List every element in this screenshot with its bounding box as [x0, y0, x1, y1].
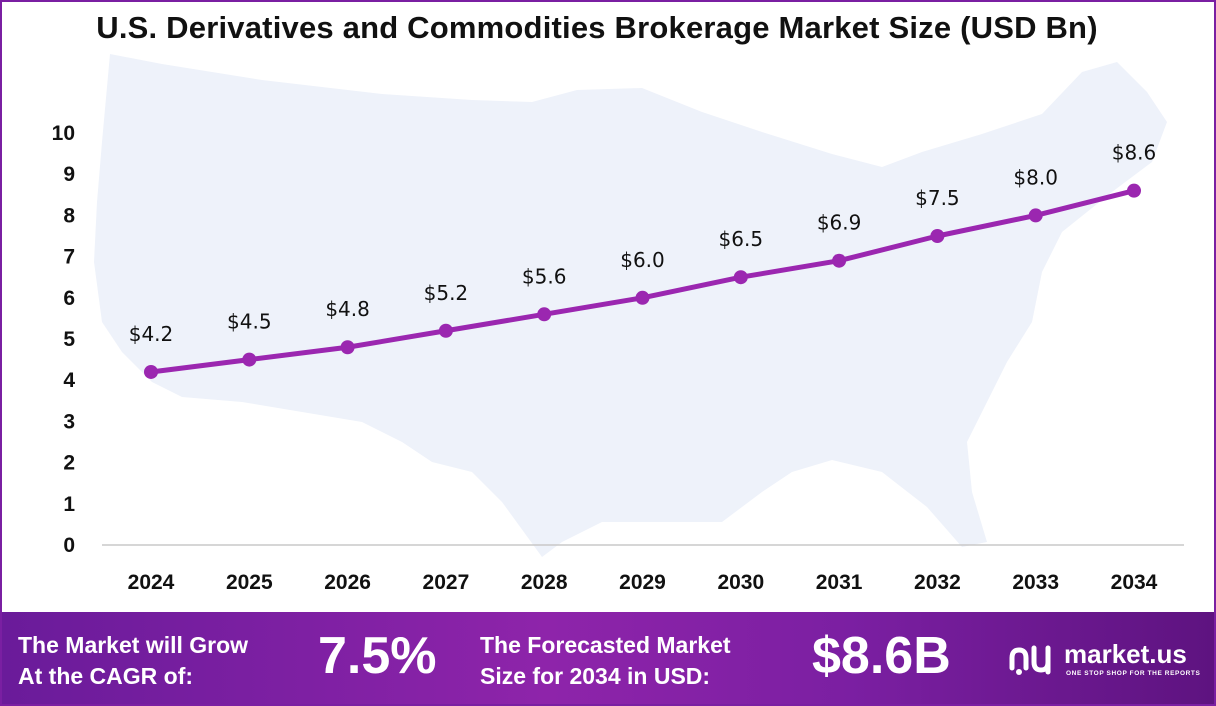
y-tick-label: 0 [63, 534, 75, 557]
data-label: $4.8 [325, 297, 370, 321]
forecast-caption: The Forecasted Market Size for 2034 in U… [480, 630, 731, 692]
data-label: $4.5 [227, 310, 272, 334]
data-label: $6.5 [719, 227, 764, 251]
data-point [1127, 183, 1141, 198]
data-point [242, 352, 257, 367]
x-tick-label: 2033 [1012, 571, 1059, 594]
x-tick-label: 2031 [816, 571, 863, 594]
x-tick-label: 2030 [717, 571, 764, 594]
cagr-caption-line2: At the CAGR of: [18, 663, 194, 689]
y-tick-label: 2 [63, 452, 75, 475]
y-tick-label: 8 [63, 204, 75, 227]
x-tick-label: 2027 [423, 571, 470, 594]
data-label: $6.9 [817, 211, 862, 235]
x-tick-label: 2026 [324, 571, 371, 594]
data-label: $5.6 [522, 264, 567, 288]
data-label: $8.6 [1112, 141, 1157, 165]
data-point [1028, 208, 1043, 223]
data-point [438, 323, 453, 338]
footer-banner: The Market will Grow At the CAGR of: 7.5… [2, 612, 1214, 704]
x-tick-label: 2029 [619, 571, 666, 594]
x-tick-label: 2024 [128, 571, 175, 594]
forecast-caption-line2: Size for 2034 in USD: [480, 663, 711, 689]
y-tick-label: 4 [63, 369, 75, 392]
x-tick-label: 2032 [914, 571, 961, 594]
x-tick-label: 2028 [521, 571, 568, 594]
y-tick-label: 6 [63, 287, 75, 310]
line-chart: 0 1 2 3 4 5 6 7 8 9 10 2024 2025 2026 2027 2028 2029 2030… [52, 54, 1184, 594]
data-point [832, 253, 847, 268]
data-point [930, 229, 945, 243]
data-point [537, 307, 552, 322]
data-label: $5.2 [424, 281, 469, 305]
forecast-value: $8.6B [812, 627, 951, 685]
cagr-caption-line1: The Market will Grow [18, 632, 249, 658]
data-label: $6.0 [620, 248, 665, 272]
data-point [144, 364, 158, 379]
chart-title: U.S. Derivatives and Commodities Brokera… [96, 10, 1098, 45]
us-map-silhouette [94, 54, 1167, 557]
cagr-caption: The Market will Grow At the CAGR of: [18, 630, 248, 692]
cagr-value: 7.5% [318, 627, 437, 685]
y-tick-label: 1 [63, 493, 75, 516]
logo-name: market.us [1064, 639, 1187, 669]
logo-tagline: ONE STOP SHOP FOR THE REPORTS [1066, 670, 1201, 677]
x-tick-label: 2034 [1111, 571, 1158, 594]
market-us-logo: market.us ONE STOP SHOP FOR THE REPORTS [1006, 638, 1212, 682]
data-point [340, 340, 355, 355]
y-tick-label: 10 [52, 122, 75, 145]
y-tick-label: 7 [63, 246, 75, 269]
market-us-logo-icon [1009, 645, 1051, 675]
data-label: $8.0 [1013, 165, 1058, 189]
data-label: $4.2 [129, 322, 174, 346]
y-tick-label: 9 [63, 163, 75, 186]
data-point [733, 270, 748, 285]
y-tick-label: 3 [63, 410, 75, 433]
data-point [635, 290, 650, 305]
forecast-caption-line1: The Forecasted Market [480, 632, 731, 658]
data-label: $7.5 [915, 186, 960, 210]
y-tick-label: 5 [63, 328, 75, 351]
x-tick-label: 2025 [226, 571, 273, 594]
